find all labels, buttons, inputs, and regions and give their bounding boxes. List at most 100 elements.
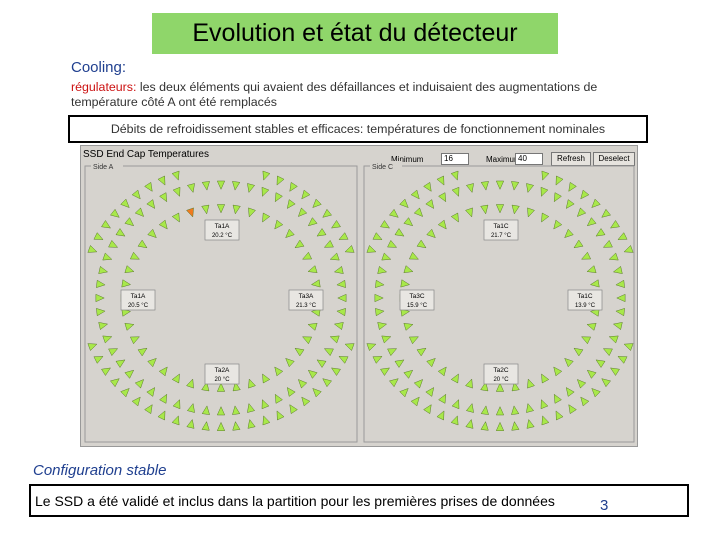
module-marker[interactable] xyxy=(437,219,447,230)
module-marker[interactable] xyxy=(450,212,459,223)
module-marker[interactable] xyxy=(450,415,459,426)
module-marker[interactable] xyxy=(108,239,119,248)
module-marker[interactable] xyxy=(527,207,535,218)
module-marker[interactable] xyxy=(389,208,399,218)
module-marker[interactable] xyxy=(366,343,377,351)
module-marker[interactable] xyxy=(124,265,135,274)
module-marker[interactable] xyxy=(511,405,520,415)
module-marker[interactable] xyxy=(436,175,445,186)
module-marker[interactable] xyxy=(216,204,226,214)
module-marker[interactable] xyxy=(322,208,332,218)
module-marker[interactable] xyxy=(408,251,419,260)
module-marker[interactable] xyxy=(586,217,597,227)
module-marker[interactable] xyxy=(216,180,226,190)
module-marker[interactable] xyxy=(436,410,445,421)
module-marker[interactable] xyxy=(120,198,130,209)
module-marker[interactable] xyxy=(87,343,98,351)
module-marker[interactable] xyxy=(540,186,549,197)
module-marker[interactable] xyxy=(129,336,140,345)
module-marker[interactable] xyxy=(124,217,135,227)
module-marker[interactable] xyxy=(426,228,436,239)
module-marker[interactable] xyxy=(564,228,574,239)
module-marker[interactable] xyxy=(330,220,341,229)
module-marker[interactable] xyxy=(366,245,377,253)
module-marker[interactable] xyxy=(568,404,577,415)
module-marker[interactable] xyxy=(201,421,210,431)
module-marker[interactable] xyxy=(451,399,460,410)
module-marker[interactable] xyxy=(511,421,520,431)
module-marker[interactable] xyxy=(289,181,298,192)
module-marker[interactable] xyxy=(374,293,384,303)
module-marker[interactable] xyxy=(403,217,414,227)
module-marker[interactable] xyxy=(480,405,489,415)
module-marker[interactable] xyxy=(338,356,349,364)
module-marker[interactable] xyxy=(186,402,195,413)
module-marker[interactable] xyxy=(307,217,318,227)
module-marker[interactable] xyxy=(465,418,474,429)
module-marker[interactable] xyxy=(333,321,344,331)
module-marker[interactable] xyxy=(232,421,241,431)
module-marker[interactable] xyxy=(247,418,256,429)
module-marker[interactable] xyxy=(527,378,535,389)
module-marker[interactable] xyxy=(511,181,520,191)
module-marker[interactable] xyxy=(232,181,241,191)
module-marker[interactable] xyxy=(377,265,388,275)
module-marker[interactable] xyxy=(573,239,584,249)
module-marker[interactable] xyxy=(171,373,180,384)
module-marker[interactable] xyxy=(147,228,157,239)
module-marker[interactable] xyxy=(377,321,388,331)
module-marker[interactable] xyxy=(247,402,256,413)
module-marker[interactable] xyxy=(108,348,119,357)
module-marker[interactable] xyxy=(413,207,424,217)
module-marker[interactable] xyxy=(465,402,474,413)
module-marker[interactable] xyxy=(372,356,383,364)
module-marker[interactable] xyxy=(101,367,112,376)
module-marker[interactable] xyxy=(394,359,405,368)
module-marker[interactable] xyxy=(274,219,284,230)
module-marker[interactable] xyxy=(581,336,592,345)
module-marker[interactable] xyxy=(399,198,409,209)
module-marker[interactable] xyxy=(623,245,634,253)
module-marker[interactable] xyxy=(609,220,620,229)
module-marker[interactable] xyxy=(159,192,168,203)
module-marker[interactable] xyxy=(601,208,611,218)
module-marker[interactable] xyxy=(316,359,327,368)
module-marker[interactable] xyxy=(623,343,634,351)
module-marker[interactable] xyxy=(541,170,550,181)
module-marker[interactable] xyxy=(615,308,625,317)
module-marker[interactable] xyxy=(581,251,592,260)
module-marker[interactable] xyxy=(601,378,611,388)
module-marker[interactable] xyxy=(616,293,626,303)
module-marker[interactable] xyxy=(438,393,447,404)
module-marker[interactable] xyxy=(426,357,436,368)
module-marker[interactable] xyxy=(261,186,270,197)
module-marker[interactable] xyxy=(608,252,619,261)
module-marker[interactable] xyxy=(495,382,505,392)
module-marker[interactable] xyxy=(617,232,628,240)
module-marker[interactable] xyxy=(450,373,459,384)
module-marker[interactable] xyxy=(146,387,156,397)
module-marker[interactable] xyxy=(495,406,505,416)
module-marker[interactable] xyxy=(248,207,256,218)
module-marker[interactable] xyxy=(526,402,535,413)
module-marker[interactable] xyxy=(416,239,427,249)
module-marker[interactable] xyxy=(425,387,435,397)
module-marker[interactable] xyxy=(186,183,195,194)
module-marker[interactable] xyxy=(131,189,141,200)
module-marker[interactable] xyxy=(394,228,405,237)
module-marker[interactable] xyxy=(568,181,577,192)
module-marker[interactable] xyxy=(595,359,606,368)
module-marker[interactable] xyxy=(147,357,157,368)
module-marker[interactable] xyxy=(564,357,574,368)
module-marker[interactable] xyxy=(375,308,385,317)
module-marker[interactable] xyxy=(576,207,587,217)
module-marker[interactable] xyxy=(381,335,392,344)
module-marker[interactable] xyxy=(565,387,575,397)
module-marker[interactable] xyxy=(297,207,308,217)
module-marker[interactable] xyxy=(608,335,619,344)
module-marker[interactable] xyxy=(171,212,180,223)
module-marker[interactable] xyxy=(96,279,106,288)
module-marker[interactable] xyxy=(576,379,587,389)
module-marker[interactable] xyxy=(93,232,104,240)
module-marker[interactable] xyxy=(480,181,489,191)
